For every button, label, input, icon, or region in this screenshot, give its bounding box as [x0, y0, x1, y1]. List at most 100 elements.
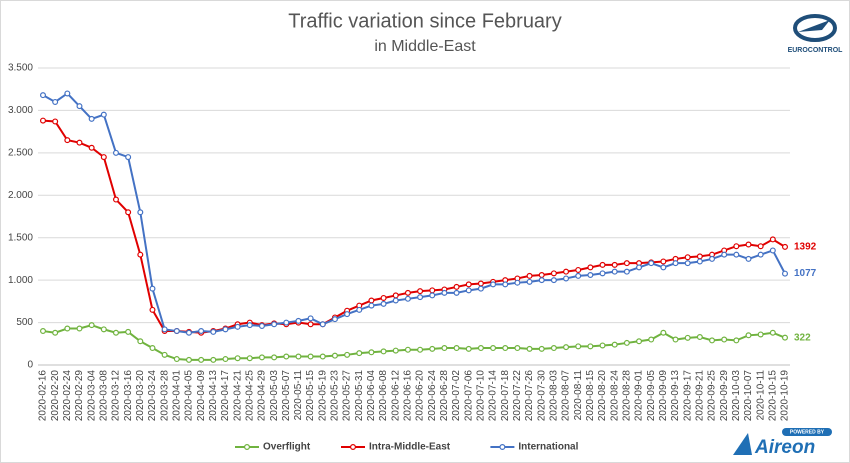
x-tick-label: 2020-07-14 [488, 370, 499, 422]
point [210, 356, 217, 363]
point [380, 348, 387, 355]
point [477, 345, 484, 352]
point [672, 336, 679, 343]
x-tick-label: 2020-05-11 [293, 370, 304, 421]
x-tick-label: 2020-05-31 [354, 370, 365, 422]
point [417, 294, 424, 301]
point [684, 334, 691, 341]
point [404, 295, 411, 302]
point [112, 329, 119, 336]
point [599, 342, 606, 349]
x-tick-label: 2020-05-19 [317, 370, 328, 422]
point [76, 139, 83, 146]
point [271, 321, 278, 328]
point [295, 353, 302, 360]
point [538, 345, 545, 352]
point [660, 258, 667, 265]
point [307, 321, 314, 328]
point [429, 287, 436, 294]
point [453, 283, 460, 290]
point [52, 98, 59, 105]
point [611, 268, 618, 275]
point [660, 264, 667, 271]
point [76, 325, 83, 332]
logo-ring [793, 14, 837, 42]
point [733, 243, 740, 250]
point [441, 289, 448, 296]
point [623, 260, 630, 267]
x-tick-label: 2020-07-18 [500, 370, 511, 422]
point [100, 154, 107, 161]
point [331, 316, 338, 323]
x-tick-label: 2020-06-20 [415, 370, 426, 422]
end-label: 1392 [794, 242, 817, 253]
end-label: 322 [794, 332, 811, 343]
x-tick-label: 2020-05-15 [305, 370, 316, 422]
point [696, 333, 703, 340]
point [404, 346, 411, 353]
logo-text: Aireon [754, 437, 815, 458]
point [234, 323, 241, 330]
point [64, 325, 71, 332]
point [137, 209, 144, 216]
x-tick-label: 2020-08-20 [597, 370, 608, 422]
point [745, 332, 752, 339]
legend-marker [350, 444, 357, 451]
point [39, 328, 46, 335]
x-tick-label: 2020-09-29 [719, 370, 730, 422]
point [441, 345, 448, 352]
point [490, 281, 497, 288]
x-tick-label: 2020-10-11 [755, 370, 766, 421]
point [39, 92, 46, 99]
point [599, 261, 606, 268]
point [648, 336, 655, 343]
point [392, 297, 399, 304]
point [514, 345, 521, 352]
point [173, 328, 180, 335]
point [112, 196, 119, 203]
point [222, 326, 229, 333]
point [453, 289, 460, 296]
x-tick-label: 2020-03-20 [135, 370, 146, 422]
point [222, 356, 229, 363]
x-tick-label: 2020-08-24 [609, 370, 620, 422]
x-tick-label: 2020-09-09 [658, 370, 669, 422]
x-tick-label: 2020-09-05 [646, 370, 657, 422]
point [611, 261, 618, 268]
point [137, 338, 144, 345]
point [733, 337, 740, 344]
point [477, 280, 484, 287]
point [684, 254, 691, 261]
point [39, 117, 46, 124]
x-tick-label: 2020-06-24 [427, 370, 438, 422]
point [745, 241, 752, 248]
aireon-logo: POWERED BY Aireon [733, 428, 832, 458]
point [465, 345, 472, 352]
x-tick-label: 2020-07-26 [524, 370, 535, 422]
x-tick-label: 2020-03-16 [123, 370, 134, 422]
point [575, 266, 582, 273]
point [137, 251, 144, 258]
x-tick-label: 2020-07-06 [463, 370, 474, 422]
x-tick-label: 2020-04-05 [184, 370, 195, 422]
point [368, 302, 375, 309]
point [295, 317, 302, 324]
point [721, 336, 728, 343]
point [88, 144, 95, 151]
point [392, 292, 399, 299]
point [125, 154, 132, 161]
point [319, 321, 326, 328]
x-tick-label: 2020-05-27 [342, 370, 353, 422]
x-tick-label: 2020-04-13 [208, 370, 219, 422]
x-tick-label: 2020-02-29 [74, 370, 85, 422]
point [550, 277, 557, 284]
x-tick-label: 2020-10-07 [743, 370, 754, 422]
x-tick-label: 2020-05-03 [269, 370, 280, 422]
point [380, 294, 387, 301]
point [356, 306, 363, 313]
point [575, 343, 582, 350]
point [757, 251, 764, 258]
point [246, 355, 253, 362]
point [161, 326, 168, 333]
